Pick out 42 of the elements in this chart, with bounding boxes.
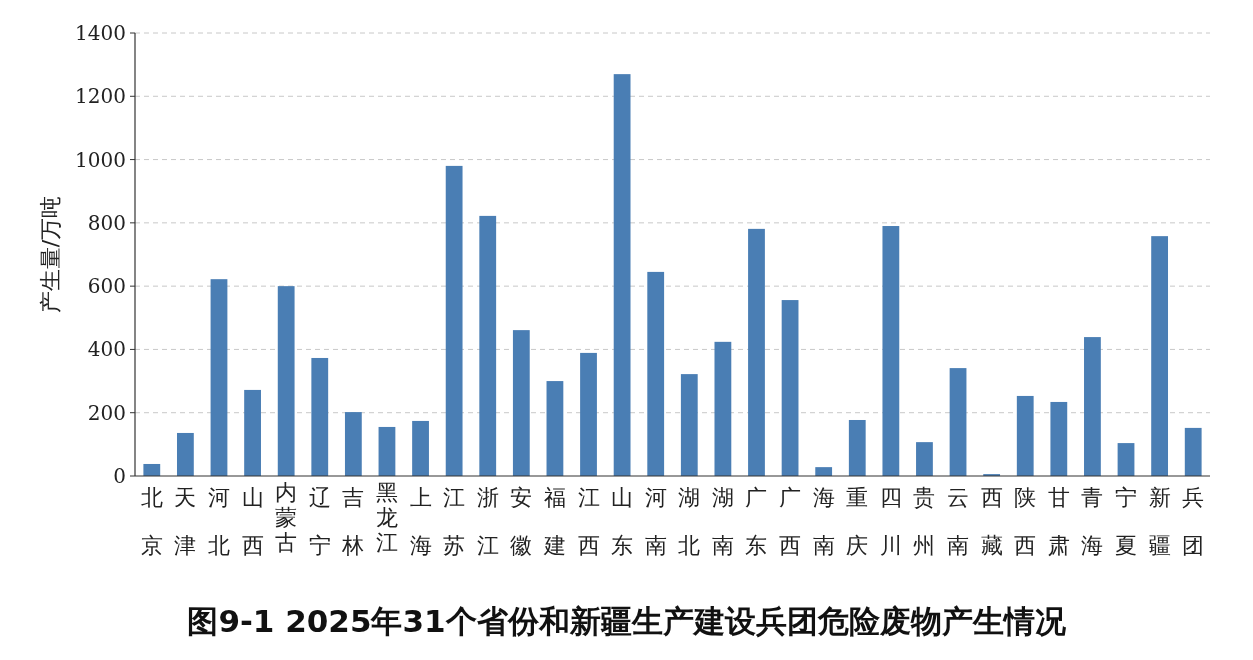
x-tick-label: 西藏 bbox=[980, 485, 1003, 558]
x-tick-label: 天津 bbox=[174, 485, 197, 558]
x-tick-label: 兵团 bbox=[1182, 485, 1205, 558]
y-tick-label: 1200 bbox=[75, 84, 126, 109]
x-tick-label: 福建 bbox=[542, 485, 566, 558]
x-tick-label: 广东 bbox=[745, 485, 768, 558]
x-tick-label: 安徽 bbox=[510, 485, 533, 558]
x-tick-label: 北京 bbox=[140, 485, 163, 558]
y-tick-label: 1000 bbox=[75, 147, 126, 172]
x-tick-label: 吉林 bbox=[341, 485, 365, 558]
x-tick-label: 陕西 bbox=[1014, 485, 1037, 558]
x-tick-label: 湖南 bbox=[711, 485, 734, 558]
x-tick-label: 内蒙古 bbox=[275, 480, 298, 555]
x-tick-label: 河北 bbox=[207, 485, 230, 558]
x-tick-label: 山东 bbox=[611, 485, 634, 558]
y-tick-label: 800 bbox=[87, 210, 126, 235]
x-tick-label: 浙江 bbox=[476, 485, 499, 558]
x-tick-label: 四川 bbox=[879, 485, 902, 558]
x-tick-label: 江西 bbox=[577, 485, 600, 558]
y-tick-label: 600 bbox=[87, 274, 126, 299]
x-tick-label: 海南 bbox=[812, 485, 835, 558]
y-tick-label: 0 bbox=[113, 464, 126, 488]
x-tick-label: 云南 bbox=[947, 485, 970, 558]
x-tick-label: 黑龙江 bbox=[375, 480, 398, 555]
x-tick-label: 宁夏 bbox=[1115, 485, 1138, 558]
y-tick-label: 1400 bbox=[75, 21, 126, 45]
text: 图9-1 2025年31个省份和新疆生产建设兵团危险废物产生情况 bbox=[187, 603, 1067, 639]
x-tick-label: 江苏 bbox=[443, 485, 466, 558]
y-tick-label: 400 bbox=[87, 337, 126, 362]
x-tick-label: 上海 bbox=[409, 485, 432, 558]
x-tick-label: 重庆 bbox=[846, 485, 869, 558]
x-tick-label: 贵州 bbox=[913, 485, 936, 558]
x-tick-label: 辽宁 bbox=[308, 485, 331, 558]
y-tick-label: 200 bbox=[87, 400, 126, 425]
x-tick-label: 河南 bbox=[644, 485, 667, 558]
y-axis-title: 产生量/万吨 bbox=[38, 195, 63, 314]
x-tick-label: 山西 bbox=[241, 485, 264, 558]
x-tick-label: 甘肃 bbox=[1047, 485, 1070, 558]
x-tick-label: 新疆 bbox=[1148, 485, 1171, 558]
x-tick-label: 青海 bbox=[1081, 485, 1104, 558]
x-tick-label: 湖北 bbox=[678, 485, 701, 558]
x-tick-label: 广西 bbox=[779, 485, 802, 558]
